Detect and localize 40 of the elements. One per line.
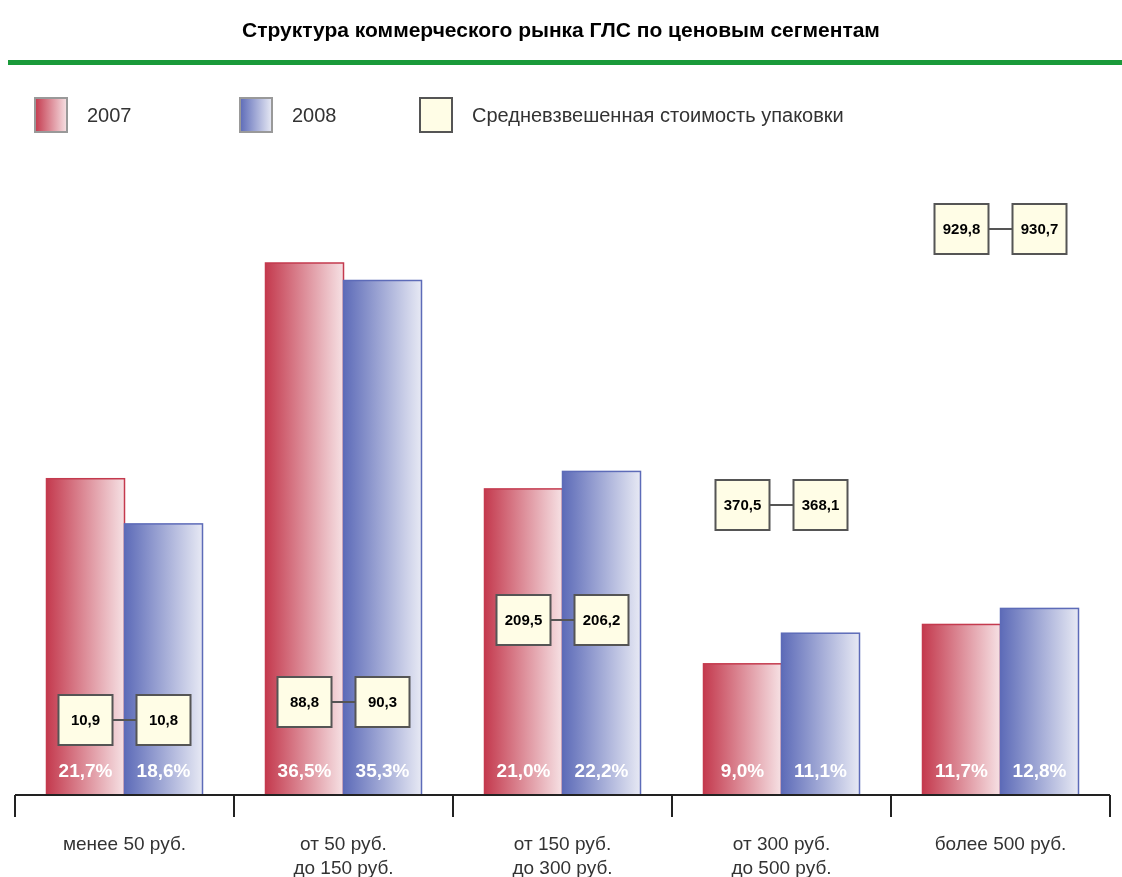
label-box: 370,5 bbox=[714, 479, 771, 531]
bar bbox=[342, 279, 423, 796]
annotation: 10,9 bbox=[70, 711, 101, 728]
label-box: 209,5 bbox=[495, 594, 552, 646]
label-box: 90,3 bbox=[354, 676, 411, 728]
bar bbox=[264, 262, 345, 796]
legend-label: 2008 bbox=[292, 104, 337, 126]
data-label: 21,7% bbox=[58, 760, 113, 781]
label-box: 206,2 bbox=[573, 594, 630, 646]
data-label: 22,2% bbox=[574, 760, 629, 781]
bar bbox=[702, 663, 783, 796]
data-label: 12,8% bbox=[1012, 760, 1067, 781]
label-box: 368,1 bbox=[792, 479, 849, 531]
label-box: 10,8 bbox=[135, 694, 192, 746]
bar bbox=[921, 623, 1002, 796]
annotation: 206,2 bbox=[582, 611, 621, 628]
text: Средневзвешенная стоимость упаковки bbox=[472, 104, 844, 126]
annotation: 370,5 bbox=[723, 496, 762, 513]
annotation: 368,1 bbox=[801, 496, 840, 513]
chart-title: Структура коммерческого рынка ГЛС по ценовым сегментам bbox=[242, 18, 880, 41]
data-label: 11,1% bbox=[794, 760, 848, 781]
annotation: 10,8 bbox=[148, 711, 179, 728]
data-label: 11,7% bbox=[935, 760, 989, 781]
legend-label: 2007 bbox=[87, 104, 132, 126]
label-box: 929,8 bbox=[933, 203, 990, 255]
annotation: 90,3 bbox=[367, 693, 398, 710]
data-label: 18,6% bbox=[136, 760, 191, 781]
label-box: 930,7 bbox=[1011, 203, 1068, 255]
data-label: 9,0% bbox=[720, 760, 765, 781]
bar bbox=[999, 607, 1080, 796]
x-tick-label: более 500 руб. bbox=[934, 833, 1067, 854]
label-box: 10,9 bbox=[57, 694, 114, 746]
data-label: 35,3% bbox=[355, 760, 410, 781]
data-label: 21,0% bbox=[496, 760, 551, 781]
x-tick-label: менее 50 руб. bbox=[62, 833, 187, 854]
annotation: 88,8 bbox=[289, 693, 320, 710]
label-box: 88,8 bbox=[276, 676, 333, 728]
bar bbox=[780, 632, 861, 796]
annotation: 209,5 bbox=[504, 611, 543, 628]
data-label: 36,5% bbox=[277, 760, 332, 781]
